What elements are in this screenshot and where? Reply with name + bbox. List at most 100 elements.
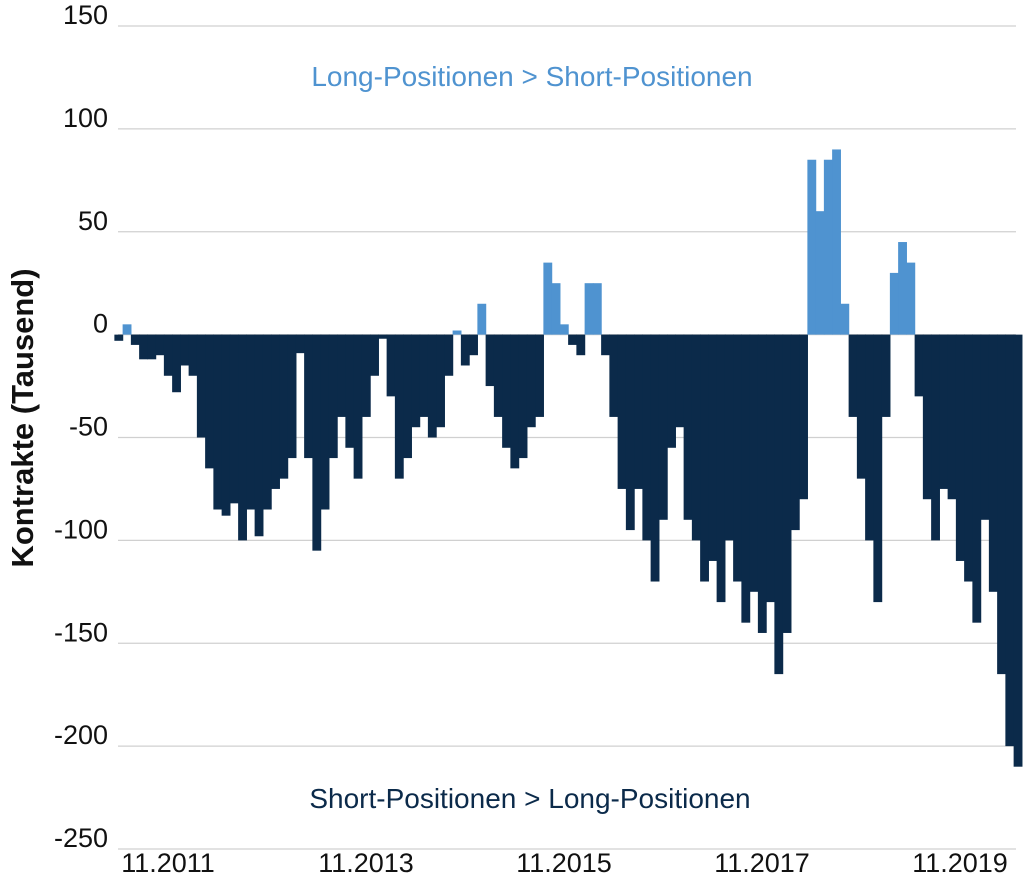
y-tick-label: -200 bbox=[54, 720, 108, 750]
annotation-long-over-short: Long-Positionen > Short-Positionen bbox=[311, 61, 752, 92]
bar bbox=[518, 334, 528, 459]
bar bbox=[312, 334, 322, 551]
bar bbox=[650, 334, 660, 582]
bar bbox=[749, 334, 759, 592]
bar bbox=[543, 262, 553, 335]
bar bbox=[724, 334, 734, 541]
y-tick-label: 150 bbox=[63, 0, 108, 30]
bar bbox=[939, 334, 949, 489]
bar bbox=[609, 334, 619, 417]
bar bbox=[972, 334, 982, 623]
bar bbox=[625, 334, 635, 531]
bar bbox=[221, 334, 231, 516]
bar bbox=[799, 334, 808, 500]
bar bbox=[790, 334, 800, 531]
bar bbox=[592, 283, 602, 335]
bar bbox=[898, 242, 907, 335]
bar bbox=[774, 334, 784, 675]
bar bbox=[122, 324, 132, 335]
bar bbox=[931, 334, 940, 541]
bar bbox=[262, 334, 272, 510]
bar bbox=[840, 303, 850, 335]
bar bbox=[130, 334, 140, 345]
bar bbox=[708, 334, 718, 561]
bar bbox=[139, 334, 148, 360]
bar bbox=[337, 334, 346, 417]
bar bbox=[535, 334, 544, 417]
y-axis-ticks: 150 100 50 0 -50 -100 -150 -200 -250 bbox=[54, 0, 108, 853]
bar bbox=[634, 334, 643, 489]
y-tick-label: 100 bbox=[63, 103, 108, 133]
y-tick-label: -50 bbox=[69, 412, 108, 442]
bar bbox=[328, 334, 338, 459]
bar bbox=[444, 334, 454, 376]
bar bbox=[865, 334, 874, 541]
bar bbox=[873, 334, 883, 603]
bar bbox=[576, 334, 586, 356]
bar bbox=[502, 334, 511, 448]
bar bbox=[477, 303, 487, 335]
bar bbox=[675, 334, 685, 428]
bar bbox=[741, 334, 751, 623]
bar bbox=[733, 334, 742, 582]
x-axis-ticks: 11.2011 11.2013 11.2015 11.2017 11.2019 bbox=[121, 848, 1008, 878]
bar bbox=[889, 272, 899, 335]
y-axis-label: Kontrakte (Tausend) bbox=[5, 268, 40, 567]
bar bbox=[617, 334, 627, 489]
bar bbox=[997, 334, 1006, 675]
bar bbox=[683, 334, 693, 520]
bar bbox=[188, 334, 198, 376]
bar bbox=[196, 334, 206, 438]
bar bbox=[947, 334, 957, 500]
bar bbox=[205, 334, 214, 469]
bar bbox=[229, 334, 239, 504]
bar bbox=[700, 334, 709, 582]
bar bbox=[320, 334, 330, 510]
bar bbox=[559, 324, 569, 335]
bar bbox=[1005, 334, 1015, 747]
bar bbox=[807, 159, 817, 335]
bar bbox=[691, 334, 701, 541]
bar bbox=[766, 334, 775, 603]
bar bbox=[378, 334, 388, 339]
bar bbox=[757, 334, 767, 633]
bar bbox=[716, 334, 726, 603]
bar bbox=[914, 334, 924, 397]
bars bbox=[114, 149, 1023, 767]
bar bbox=[469, 334, 478, 356]
bar bbox=[353, 334, 363, 479]
bar bbox=[419, 334, 429, 417]
bar bbox=[856, 334, 866, 479]
x-tick-label: 11.2011 bbox=[121, 848, 215, 878]
bar bbox=[386, 334, 396, 397]
bar bbox=[180, 334, 190, 366]
bar bbox=[155, 334, 165, 356]
bar bbox=[213, 334, 223, 510]
bar bbox=[163, 334, 173, 376]
bar bbox=[304, 334, 313, 459]
bar bbox=[436, 334, 445, 428]
bar bbox=[361, 334, 371, 417]
bar bbox=[403, 334, 412, 459]
y-tick-label: 50 bbox=[78, 206, 108, 236]
y-tick-label: -100 bbox=[54, 514, 108, 544]
bar bbox=[601, 334, 610, 356]
bar bbox=[485, 334, 495, 387]
bar bbox=[964, 334, 973, 582]
bar bbox=[510, 334, 520, 469]
bar bbox=[988, 334, 998, 592]
x-tick-label: 11.2019 bbox=[912, 848, 1008, 878]
y-tick-label: -150 bbox=[54, 617, 108, 647]
bar bbox=[551, 283, 561, 335]
bar bbox=[955, 334, 965, 561]
bar bbox=[271, 334, 280, 489]
annotation-short-over-long: Short-Positionen > Long-Positionen bbox=[309, 783, 750, 814]
bar bbox=[114, 334, 124, 341]
bar bbox=[246, 334, 256, 510]
bar bbox=[1013, 334, 1023, 767]
bar bbox=[642, 334, 652, 541]
bar bbox=[279, 334, 289, 479]
bar bbox=[295, 334, 305, 354]
bar bbox=[815, 211, 825, 335]
